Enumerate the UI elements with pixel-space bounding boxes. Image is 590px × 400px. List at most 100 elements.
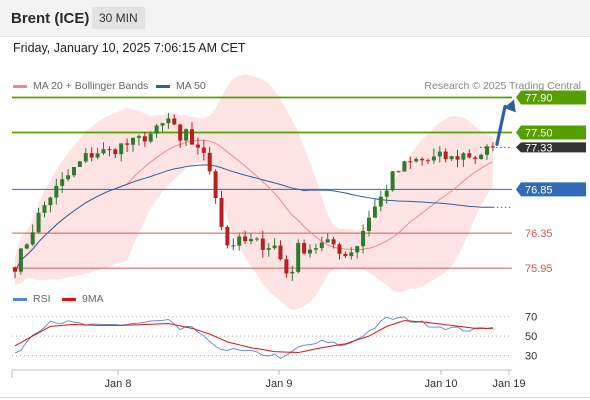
candle [95,153,100,158]
candle [225,226,230,246]
candle [160,123,165,126]
candle [136,136,141,138]
rsi-level-label-50: 50 [525,331,537,343]
level-label-76-85-bg [516,182,586,197]
candle [266,248,271,250]
candle [408,161,413,163]
candle [178,124,183,141]
x-axis [11,369,512,378]
bollinger-band [15,74,493,310]
candle [48,197,53,206]
timeframe-badge[interactable]: 30 MIN [92,7,145,29]
candle [83,153,88,162]
candle [207,152,212,172]
forecast-arrowhead [504,99,516,113]
candle [60,179,65,186]
candle [337,244,342,254]
rsi-level-label-30: 30 [525,350,537,362]
candle [195,144,200,148]
x-tick-label: Jan 19 [492,378,525,390]
chart-header: Brent (ICE) 30 MIN [0,0,590,37]
candle [249,239,253,242]
instrument-title: Brent (ICE) [11,10,90,27]
candle [113,149,118,155]
candle [361,230,366,247]
bollinger-swatch [13,84,27,88]
level-label-75-95: 75.95 [525,263,553,275]
level-label-77-90: 77.90 [525,93,553,105]
ma50-line [14,164,493,272]
candle [231,245,236,247]
candle [384,190,389,197]
candle [184,129,189,141]
candle [260,238,265,250]
candle [213,171,218,199]
candle [125,143,130,145]
ma50-label: MA 50 [176,80,206,92]
level-label-77-50: 77.50 [525,128,553,140]
legend-bollinger: MA 20 + Bollinger Bands [13,80,148,92]
candle [461,153,466,160]
candle [443,151,448,160]
candle [278,245,283,260]
level-label-77-33: 77.33 [525,142,553,154]
candle [378,196,383,207]
candle [319,242,324,249]
candle [142,136,147,142]
candle [396,171,401,173]
candle [243,236,248,242]
candle [190,129,194,145]
rsi-label: RSI [33,293,51,305]
legend-ma50: MA 50 [156,80,206,92]
candle [219,198,224,227]
level-label-77-33-bg [516,142,586,153]
candle [18,248,23,272]
candle [36,212,41,233]
rsi-level-label-70: 70 [525,312,537,324]
rsi-ma-label: 9MA [82,293,104,305]
rsi-ma-line [14,320,493,354]
legend-rsi-ma: 9MA [62,293,104,305]
candle [467,153,472,158]
level-label-76-85: 76.85 [525,184,553,196]
candle [254,238,259,240]
candle [355,246,360,253]
candle [426,160,430,162]
candle [308,249,312,254]
candle [473,157,478,160]
x-tick-label: Jan 9 [266,378,293,390]
candle [119,143,124,155]
level-label-76-35: 76.35 [525,228,553,240]
candle [166,118,171,124]
candle [42,205,47,213]
level-label-77-50-bg [516,125,586,140]
candle [343,253,348,257]
candle [101,149,106,154]
candle [449,156,454,160]
bottom-border [0,397,590,398]
candle [420,158,425,161]
candle [89,153,94,158]
candle [66,175,71,180]
candle [490,146,495,148]
research-credit: Research © 2025 Trading Central [424,80,581,92]
candle [72,166,76,176]
rsi-line [14,316,493,359]
candle [296,242,301,272]
legend-rsi: RSI [13,293,51,305]
candle [77,161,82,167]
candle [437,151,442,157]
candle [30,232,35,245]
candle [349,252,354,257]
candle [479,154,484,160]
candle [455,156,460,160]
candle [272,245,277,249]
candle [237,236,242,246]
candle [431,156,436,161]
forecast-arrow [495,104,507,146]
candle [131,137,135,145]
candle [13,267,17,272]
candle [414,158,419,162]
rsi-swatch [13,297,27,301]
